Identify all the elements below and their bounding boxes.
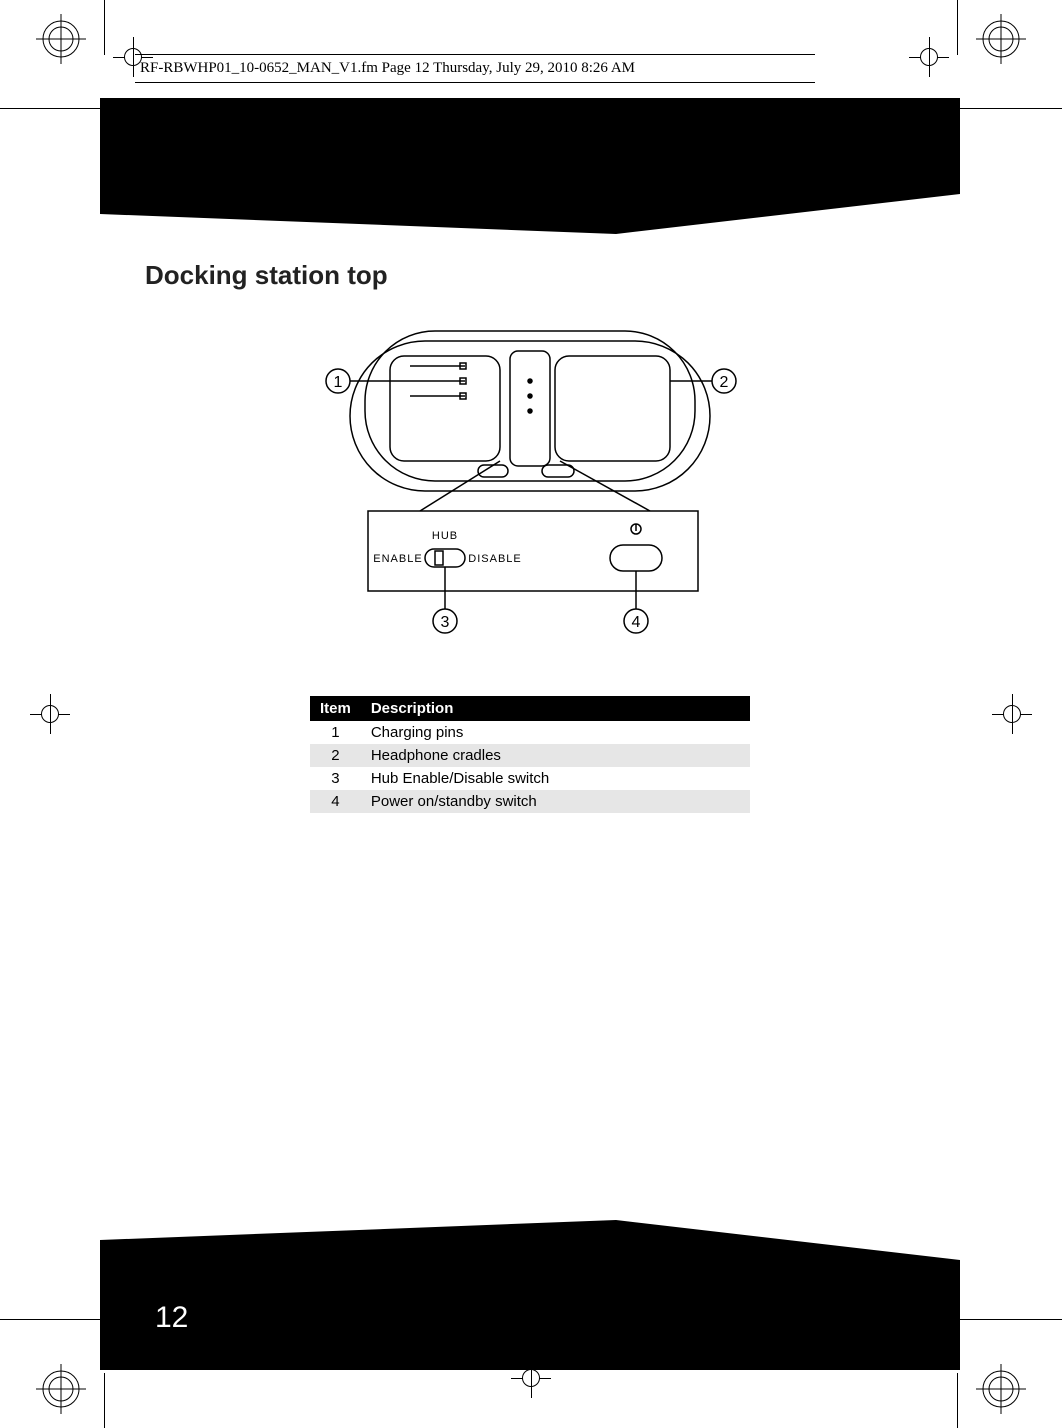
- crop-line: [958, 1319, 1062, 1320]
- docking-diagram: 1 2 3 4 HUB ENABLE DISABLE: [310, 311, 750, 656]
- page-content: RF-RBWHP01_10-0652_MAN_V1.fm Page 12 Thu…: [100, 60, 960, 1370]
- callout-3: 3: [441, 614, 450, 631]
- crop-line: [957, 1373, 958, 1428]
- header-rule-bottom: [135, 82, 815, 83]
- callout-1: 1: [334, 374, 343, 391]
- registration-top-left: [36, 14, 86, 64]
- header-filename-line: RF-RBWHP01_10-0652_MAN_V1.fm Page 12 Thu…: [140, 60, 635, 77]
- cell-desc: Power on/standby switch: [361, 790, 750, 813]
- table-row: 3 Hub Enable/Disable switch: [310, 767, 750, 790]
- crop-line: [104, 0, 105, 55]
- crop-line: [0, 108, 104, 109]
- callout-2: 2: [720, 374, 729, 391]
- registration-top-right: [976, 14, 1026, 64]
- cell-item: 1: [310, 721, 361, 744]
- cell-item: 2: [310, 744, 361, 767]
- crosshair-right: [992, 694, 1032, 734]
- registration-bottom-left: [36, 1364, 86, 1414]
- table-row: 4 Power on/standby switch: [310, 790, 750, 813]
- col-description: Description: [361, 696, 750, 721]
- disable-label: DISABLE: [468, 553, 521, 565]
- cell-desc: Hub Enable/Disable switch: [361, 767, 750, 790]
- callout-4: 4: [632, 614, 641, 631]
- cell-desc: Charging pins: [361, 721, 750, 744]
- black-wave-bottom: 12: [100, 1210, 960, 1370]
- cell-item: 4: [310, 790, 361, 813]
- section-title: Docking station top: [145, 260, 915, 291]
- header-rule-top: [135, 54, 815, 55]
- cell-desc: Headphone cradles: [361, 744, 750, 767]
- crosshair-left: [30, 694, 70, 734]
- parts-table: Item Description 1 Charging pins 2 Headp…: [310, 696, 750, 813]
- main-content: Docking station top: [145, 260, 915, 813]
- crop-line: [958, 108, 1062, 109]
- crop-line: [0, 1319, 104, 1320]
- hub-label: HUB: [432, 530, 458, 542]
- black-wave-top: [100, 98, 960, 243]
- crop-line: [104, 1373, 105, 1428]
- registration-bottom-right: [976, 1364, 1026, 1414]
- col-item: Item: [310, 696, 361, 721]
- enable-label: ENABLE: [373, 553, 422, 565]
- cell-item: 3: [310, 767, 361, 790]
- table-row: 2 Headphone cradles: [310, 744, 750, 767]
- crop-line: [957, 0, 958, 55]
- table-row: 1 Charging pins: [310, 721, 750, 744]
- page-number: 12: [155, 1301, 188, 1335]
